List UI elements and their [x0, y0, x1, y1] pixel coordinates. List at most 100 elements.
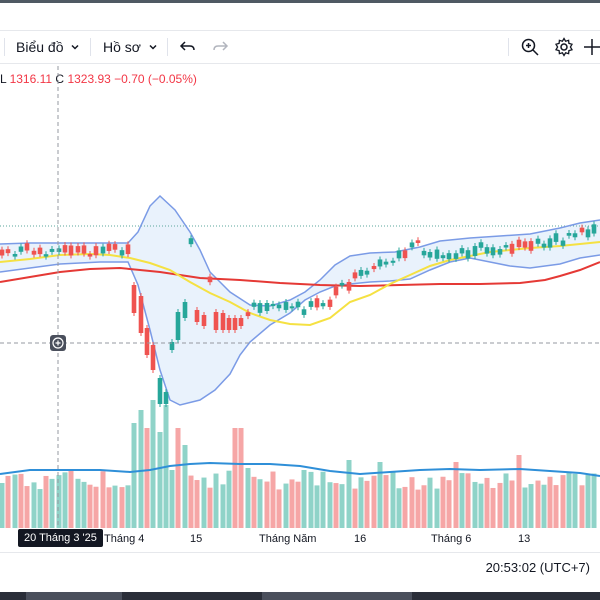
volume-bar — [346, 460, 352, 528]
candle-body — [163, 392, 169, 404]
candle-body — [434, 249, 440, 259]
volume-bar — [131, 423, 137, 528]
volume-bar — [509, 480, 515, 528]
candle-body — [585, 229, 591, 238]
volume-bar — [472, 481, 478, 528]
zoom-button[interactable] — [518, 31, 542, 63]
volume-bar — [119, 487, 125, 528]
candle-body — [238, 318, 244, 326]
candle-body — [12, 253, 18, 257]
candle-body — [0, 249, 5, 256]
candle-body — [566, 233, 572, 236]
volume-bar — [175, 428, 181, 528]
volume-bar — [112, 485, 118, 528]
volume-bar — [497, 482, 503, 528]
chart-menu-button[interactable]: Biểu đồ — [16, 31, 80, 63]
volume-bar — [409, 477, 415, 528]
candle-body — [364, 270, 370, 275]
candle-body — [579, 227, 585, 233]
volume-bar — [125, 485, 131, 528]
candle-body — [188, 238, 194, 245]
candle-body — [339, 282, 345, 286]
volume-bar — [478, 483, 484, 528]
volume-bar — [43, 475, 49, 528]
volume-bar — [238, 428, 244, 528]
volume-bar — [100, 471, 106, 528]
toolbar-separator — [4, 38, 5, 56]
candle-body — [226, 318, 232, 330]
profile-menu-button[interactable]: Hồ sơ — [103, 31, 158, 63]
candle-body — [446, 253, 452, 260]
candle-body — [138, 296, 144, 333]
redo-button[interactable] — [210, 31, 230, 63]
candle-body — [125, 244, 131, 255]
volume-bar — [528, 484, 534, 528]
volume-bar — [295, 481, 301, 528]
candle-body — [453, 253, 459, 259]
chart-menu-label: Biểu đồ — [16, 39, 64, 55]
candle-body — [257, 303, 263, 313]
volume-bar — [358, 477, 364, 528]
candle-body — [276, 304, 282, 309]
chevron-down-icon — [70, 42, 80, 52]
volume-bar — [220, 484, 226, 528]
candle-body — [87, 253, 93, 257]
close-label: C — [55, 72, 65, 86]
volume-bar — [314, 485, 320, 528]
profile-menu-label: Hồ sơ — [103, 39, 141, 55]
candle-body — [56, 248, 62, 252]
candle-body — [371, 265, 377, 270]
volume-bar — [56, 475, 62, 528]
candle-body — [144, 328, 150, 355]
volume-bar — [516, 455, 522, 528]
low-value: 1316.11 — [9, 72, 53, 86]
change-value: −0.70 (−0.05%) — [114, 72, 197, 86]
low-label: L — [0, 72, 7, 86]
volume-bar — [301, 470, 307, 528]
price-chart[interactable] — [0, 66, 600, 528]
candle-body — [472, 246, 478, 256]
volume-bar — [484, 477, 490, 528]
volume-bar — [226, 470, 232, 528]
undo-button[interactable] — [178, 31, 198, 63]
candle-body — [352, 272, 358, 279]
volume-bar — [320, 471, 326, 528]
candle-body — [106, 243, 112, 251]
taskbar-strip — [0, 592, 600, 600]
volume-bar — [194, 480, 200, 528]
volume-bar — [308, 471, 314, 528]
volume-bar — [503, 473, 509, 528]
candle-body — [484, 247, 490, 254]
candle-body — [37, 247, 43, 255]
volume-bar — [93, 486, 99, 528]
candle-body — [377, 259, 383, 267]
volume-bar — [12, 474, 18, 528]
volume-bar — [427, 477, 433, 528]
volume-bar — [591, 473, 597, 528]
volume-bar — [150, 400, 156, 528]
taskbar-tab — [262, 592, 412, 600]
candle-body — [119, 250, 125, 256]
candle-body — [295, 301, 301, 308]
settings-button[interactable] — [552, 31, 576, 63]
volume-bar — [251, 476, 257, 528]
window-top-edge — [0, 0, 600, 3]
volume-bar — [415, 489, 421, 528]
candle-body — [427, 252, 433, 258]
toolbar-separator — [90, 38, 91, 56]
volume-bar — [579, 485, 585, 528]
volume-bar — [207, 487, 213, 528]
undo-icon — [179, 39, 197, 55]
crosshair-button[interactable] — [584, 31, 600, 63]
volume-bar — [188, 475, 194, 528]
crosshair-icon — [584, 37, 600, 57]
candle-body — [327, 299, 333, 307]
volume-bar — [377, 462, 383, 528]
plus-icon — [55, 340, 61, 346]
volume-bar — [327, 482, 333, 528]
candle-body — [289, 306, 295, 309]
candle-body — [18, 246, 24, 252]
volume-bar — [213, 473, 219, 528]
volume-bar — [264, 481, 270, 528]
candle-body — [5, 249, 11, 254]
